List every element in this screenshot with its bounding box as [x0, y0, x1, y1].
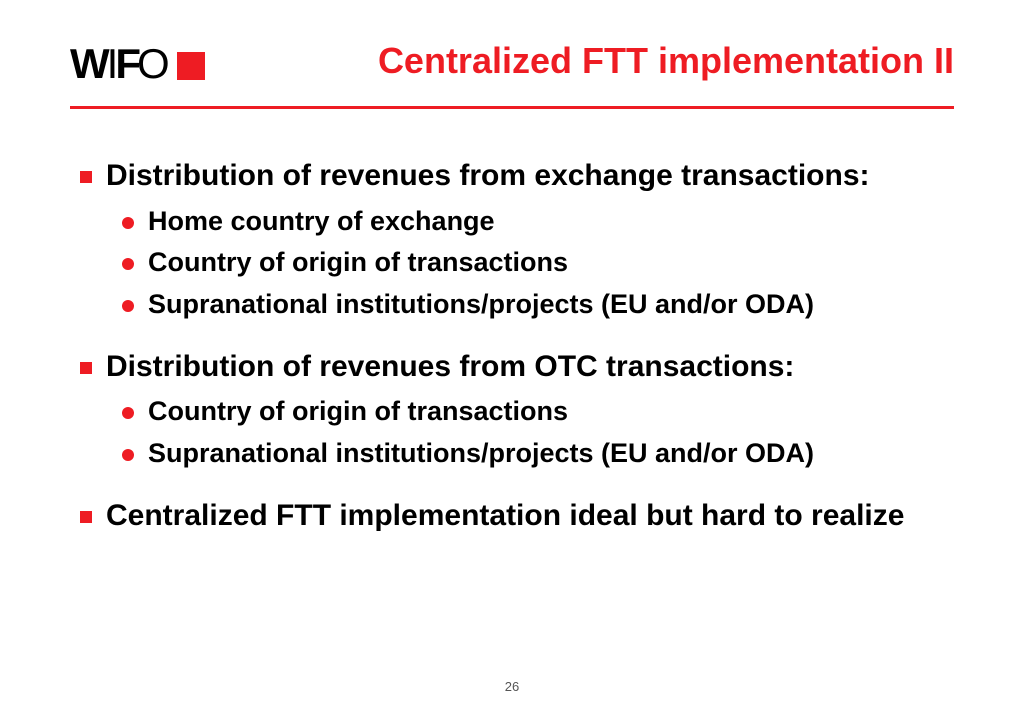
logo-letter-o: O [137, 40, 169, 88]
bullet-level2: Country of origin of transactions [122, 395, 954, 429]
wifo-logo: W I F O [70, 40, 205, 88]
bullet-level1: Distribution of revenues from exchange t… [80, 157, 954, 195]
square-bullet-icon [80, 362, 92, 374]
section-gap [80, 330, 954, 348]
bullet-level1: Centralized FTT implementation ideal but… [80, 497, 954, 535]
bullet-level2: Country of origin of transactions [122, 246, 954, 280]
bullet-level2: Supranational institutions/projects (EU … [122, 288, 954, 322]
square-bullet-icon [80, 511, 92, 523]
bullet-text: Distribution of revenues from exchange t… [106, 157, 870, 195]
bullet-level2: Home country of exchange [122, 205, 954, 239]
bullet-text: Home country of exchange [148, 205, 495, 239]
section-gap [80, 479, 954, 497]
circle-bullet-icon [122, 300, 134, 312]
page-number: 26 [505, 679, 519, 694]
slide-header: W I F O Centralized FTT implementation I… [70, 40, 954, 88]
logo-square-icon [177, 52, 205, 80]
logo-letter-w: W [70, 40, 109, 88]
slide-container: W I F O Centralized FTT implementation I… [0, 0, 1024, 709]
bullet-text: Centralized FTT implementation ideal but… [106, 497, 904, 535]
bullet-text: Supranational institutions/projects (EU … [148, 437, 814, 471]
circle-bullet-icon [122, 258, 134, 270]
bullet-text: Supranational institutions/projects (EU … [148, 288, 814, 322]
circle-bullet-icon [122, 407, 134, 419]
slide-content: Distribution of revenues from exchange t… [70, 157, 954, 534]
slide-title: Centralized FTT implementation II [378, 40, 954, 82]
bullet-text: Country of origin of transactions [148, 246, 568, 280]
bullet-level1: Distribution of revenues from OTC transa… [80, 348, 954, 386]
bullet-text: Country of origin of transactions [148, 395, 568, 429]
circle-bullet-icon [122, 217, 134, 229]
bullet-text: Distribution of revenues from OTC transa… [106, 348, 794, 386]
square-bullet-icon [80, 171, 92, 183]
header-divider [70, 106, 954, 109]
circle-bullet-icon [122, 449, 134, 461]
bullet-level2: Supranational institutions/projects (EU … [122, 437, 954, 471]
